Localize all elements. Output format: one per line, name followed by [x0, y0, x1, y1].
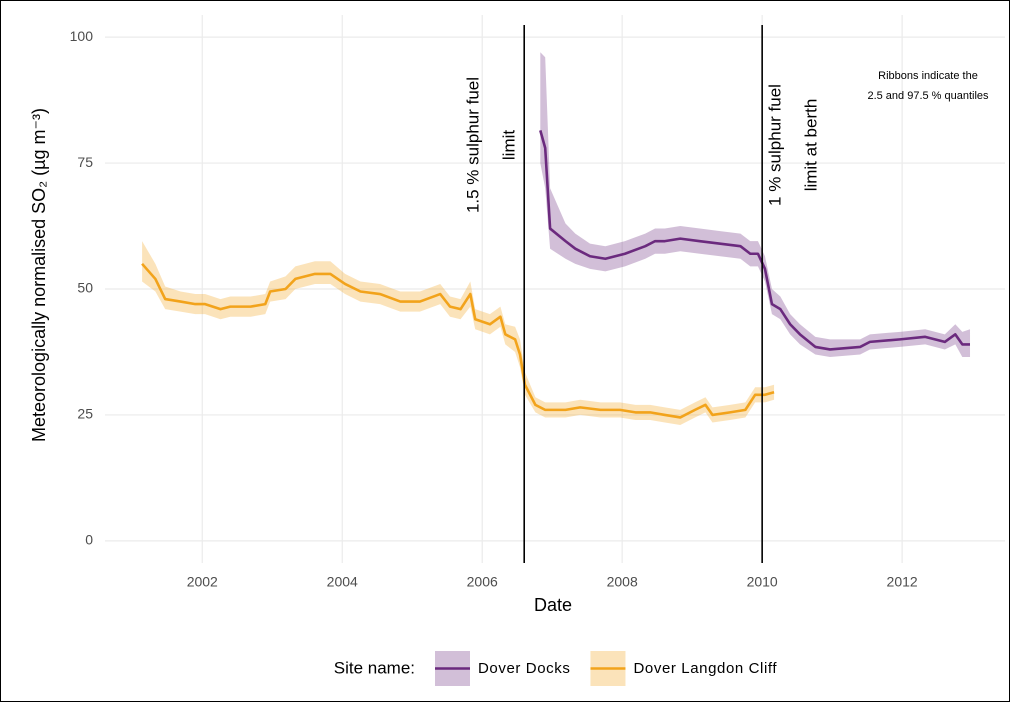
x-tick-label: 2004 — [327, 574, 358, 590]
x-tick-label: 2010 — [747, 574, 778, 590]
y-tick-label: 75 — [77, 154, 93, 170]
annotation: 1.5 % sulphur fuel — [464, 77, 483, 213]
line — [539, 129, 971, 351]
legend-title: Site name: — [334, 658, 415, 677]
x-axis-title: Date — [534, 595, 572, 615]
line — [141, 262, 775, 419]
legend-label: Dover Docks — [478, 660, 570, 677]
x-tick-label: 2002 — [187, 574, 218, 590]
x-tick-label: 2006 — [467, 574, 498, 590]
annotation: limit — [500, 130, 519, 160]
ribbon — [142, 241, 775, 425]
y-tick-label: 0 — [85, 532, 93, 548]
y-tick-label: 50 — [77, 280, 93, 296]
note: Ribbons indicate the — [878, 70, 978, 82]
legend-label: Dover Langdon Cliff — [633, 660, 777, 677]
x-tick-label: 2012 — [887, 574, 918, 590]
x-tick-label: 2008 — [607, 574, 638, 590]
annotation: 1 % sulphur fuel — [766, 84, 785, 206]
y-tick-label: 100 — [70, 28, 94, 44]
y-tick-label: 25 — [77, 406, 93, 422]
note: 2.5 and 97.5 % quantiles — [867, 90, 989, 102]
annotation: limit at berth — [802, 99, 821, 192]
y-axis-title: Meteorologically normalised SO₂ (µg m⁻³) — [29, 108, 49, 442]
